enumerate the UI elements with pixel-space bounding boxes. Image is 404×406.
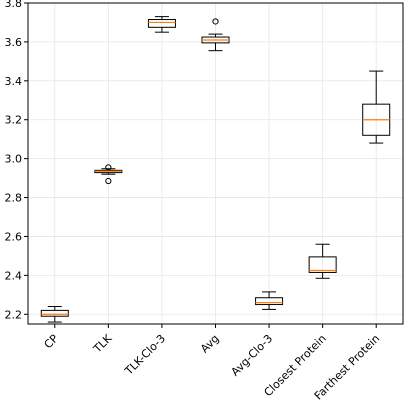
y-tick-label: 2.2 [5, 308, 23, 321]
y-tick-label: 3.8 [5, 0, 23, 10]
iqr-box [147, 19, 176, 28]
boxes-layer [40, 16, 391, 323]
y-axis-ticks: 2.2 2.4 2.6 2.8 3.0 3.2 3.4 3.6 3.8 [5, 0, 28, 321]
box-group [362, 70, 391, 144]
outlier-point [105, 177, 112, 185]
iqr-box [308, 256, 337, 273]
outlier-point [105, 164, 112, 171]
y-tick-label: 2.6 [5, 230, 23, 243]
y-tick-label: 3.2 [5, 114, 23, 127]
box-group [201, 18, 230, 52]
box-group [308, 243, 337, 279]
iqr-box [40, 309, 69, 317]
y-tick-label: 2.8 [5, 192, 23, 205]
box-group [40, 305, 69, 323]
outlier-point [212, 18, 219, 25]
box-group [147, 16, 176, 33]
y-tick-label: 3.0 [5, 153, 23, 166]
y-tick-label: 3.4 [5, 75, 23, 88]
y-tick-label: 3.6 [5, 36, 23, 49]
box-group [94, 164, 123, 185]
box-group [255, 291, 284, 310]
iqr-box [255, 297, 284, 306]
y-tick-label: 2.4 [5, 269, 23, 282]
